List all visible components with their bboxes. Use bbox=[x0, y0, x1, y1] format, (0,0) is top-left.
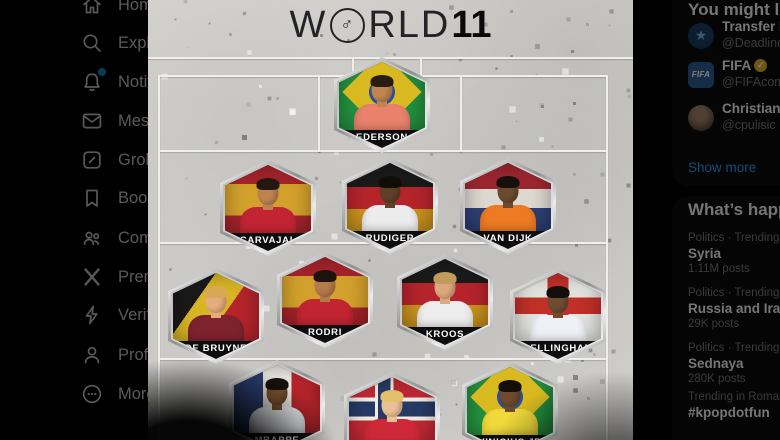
trend-item[interactable]: Trending in Romania #kpopdotfun bbox=[688, 391, 780, 420]
more-icon bbox=[80, 382, 104, 406]
player-name-banner: BELLINGHAM bbox=[515, 341, 601, 356]
you-might-like-heading: You might like bbox=[688, 0, 780, 19]
right-sidebar: You might like ★ Transfer News Live @Dea… bbox=[633, 0, 780, 440]
world11-logo: W ♂ RLD 11 bbox=[148, 4, 633, 47]
logo-rld: RLD bbox=[368, 4, 451, 46]
star-logo-avatar: ★ bbox=[688, 22, 714, 49]
whats-happening-card: What’s happening Politics · Trending Syr… bbox=[672, 196, 780, 440]
notification-badge bbox=[98, 68, 106, 76]
you-might-like-card: You might like ★ Transfer News Live @Dea… bbox=[672, 0, 780, 186]
concrete-speckles bbox=[148, 0, 149, 1]
player-hex-rodri: RODRI bbox=[277, 252, 373, 348]
mail-icon bbox=[80, 109, 104, 133]
trend-count: 280K posts bbox=[688, 373, 746, 385]
profile-photo-avatar bbox=[688, 104, 714, 131]
player-name-banner: DE BRUYNE bbox=[173, 341, 259, 356]
suggestion-name: FIFA ✓ bbox=[722, 58, 780, 73]
player-name-banner: CARVAJAL bbox=[225, 233, 311, 248]
trend-count: 1.11M posts bbox=[688, 263, 750, 275]
bell-icon bbox=[80, 68, 106, 94]
trend-count: 29K posts bbox=[688, 318, 740, 330]
grok-icon bbox=[80, 148, 104, 172]
trend-topic: Sednaya bbox=[688, 356, 744, 371]
fifa-logo-avatar: FIFA bbox=[688, 61, 714, 88]
player-name-banner: KROOS bbox=[402, 327, 488, 342]
player-portrait bbox=[282, 257, 368, 329]
player-portrait bbox=[465, 163, 551, 235]
gender-symbol-icon: ♂ bbox=[330, 8, 366, 43]
player-name-banner: EDERSON bbox=[339, 130, 425, 145]
player-hex-ederson: EDERSON bbox=[334, 57, 430, 153]
trend-category: Politics · Trending bbox=[688, 287, 780, 299]
player-hex-rudiger: RUDIGER bbox=[342, 158, 438, 254]
suggestion-name: Transfer News Live bbox=[722, 19, 780, 34]
bookmark-icon bbox=[80, 186, 104, 210]
gold-verified-icon: ✓ bbox=[754, 59, 768, 72]
suggestion-handle: @cpulisic bbox=[722, 118, 776, 132]
player-hex-carvajal: CARVAJAL bbox=[220, 160, 316, 256]
logo-11: 11 bbox=[451, 4, 492, 46]
player-portrait bbox=[234, 365, 320, 437]
player-portrait bbox=[173, 273, 259, 345]
communities-icon bbox=[80, 226, 104, 250]
player-name-banner: MBAPPE bbox=[234, 433, 320, 440]
whats-happening-heading: What’s happening bbox=[688, 200, 780, 219]
player-hex-mbappe: MBAPPE bbox=[229, 360, 325, 440]
player-portrait bbox=[339, 62, 425, 134]
player-hex-bellingham: BELLINGHAM bbox=[510, 268, 606, 364]
player-portrait bbox=[347, 163, 433, 235]
suggestion-handle: @DeadlineDayLive bbox=[722, 36, 780, 50]
player-hex-de-bruyne: DE BRUYNE bbox=[168, 268, 264, 364]
trend-category: Trending in Romania bbox=[688, 391, 780, 403]
sidebar-item-more[interactable]: More bbox=[80, 375, 156, 413]
player-hex-haaland: HAALAND bbox=[344, 372, 440, 440]
follow-suggestion-row[interactable]: FIFA FIFA ✓ @FIFAcom bbox=[688, 58, 780, 91]
suggestion-name: Christian Pulisic bbox=[722, 101, 780, 116]
follow-suggestion-row[interactable]: ★ Transfer News Live @DeadlineDayLive bbox=[688, 19, 780, 52]
trend-item[interactable]: Politics · Trending Sednaya 280K posts bbox=[688, 342, 780, 385]
trend-category: Politics · Trending bbox=[688, 232, 780, 244]
player-hex-vinicius-jr: VINICIUS JR bbox=[462, 362, 558, 440]
logo-w: W bbox=[289, 4, 328, 46]
player-hex-kroos: KROOS bbox=[397, 254, 493, 350]
player-portrait bbox=[515, 273, 601, 345]
trend-topic: #kpopdotfun bbox=[688, 405, 770, 420]
home-icon bbox=[80, 0, 104, 17]
player-hex-van-dijk: VAN DIJK bbox=[460, 158, 556, 254]
trend-topic: Russia and Iran bbox=[688, 301, 780, 316]
player-name-banner: RODRI bbox=[282, 325, 368, 340]
trend-item[interactable]: Politics · Trending Russia and Iran 29K … bbox=[688, 287, 780, 330]
trend-category: Politics · Trending bbox=[688, 342, 780, 354]
show-more-link[interactable]: Show more bbox=[688, 160, 757, 175]
xlogo-icon bbox=[80, 265, 104, 289]
suggestion-handle: @FIFAcom bbox=[722, 75, 780, 89]
search-icon bbox=[80, 31, 104, 55]
trend-item[interactable]: Politics · Trending Syria 1.11M posts bbox=[688, 232, 780, 275]
tweet-media-world11-image[interactable]: W ♂ RLD 11 EDERSON CARVAJAL bbox=[148, 0, 633, 440]
player-portrait bbox=[467, 367, 553, 439]
trend-topic: Syria bbox=[688, 246, 722, 261]
left-nav-rail: Home Explore Notifications Messages Grok… bbox=[0, 0, 214, 440]
sidebar-item-grok[interactable]: Grok bbox=[80, 141, 154, 179]
player-portrait bbox=[225, 165, 311, 237]
bolt-icon bbox=[80, 303, 104, 327]
player-portrait bbox=[349, 377, 435, 440]
player-portrait bbox=[402, 259, 488, 331]
follow-suggestion-row[interactable]: Christian Pulisic @cpulisic bbox=[688, 101, 780, 134]
person-icon bbox=[80, 343, 104, 367]
